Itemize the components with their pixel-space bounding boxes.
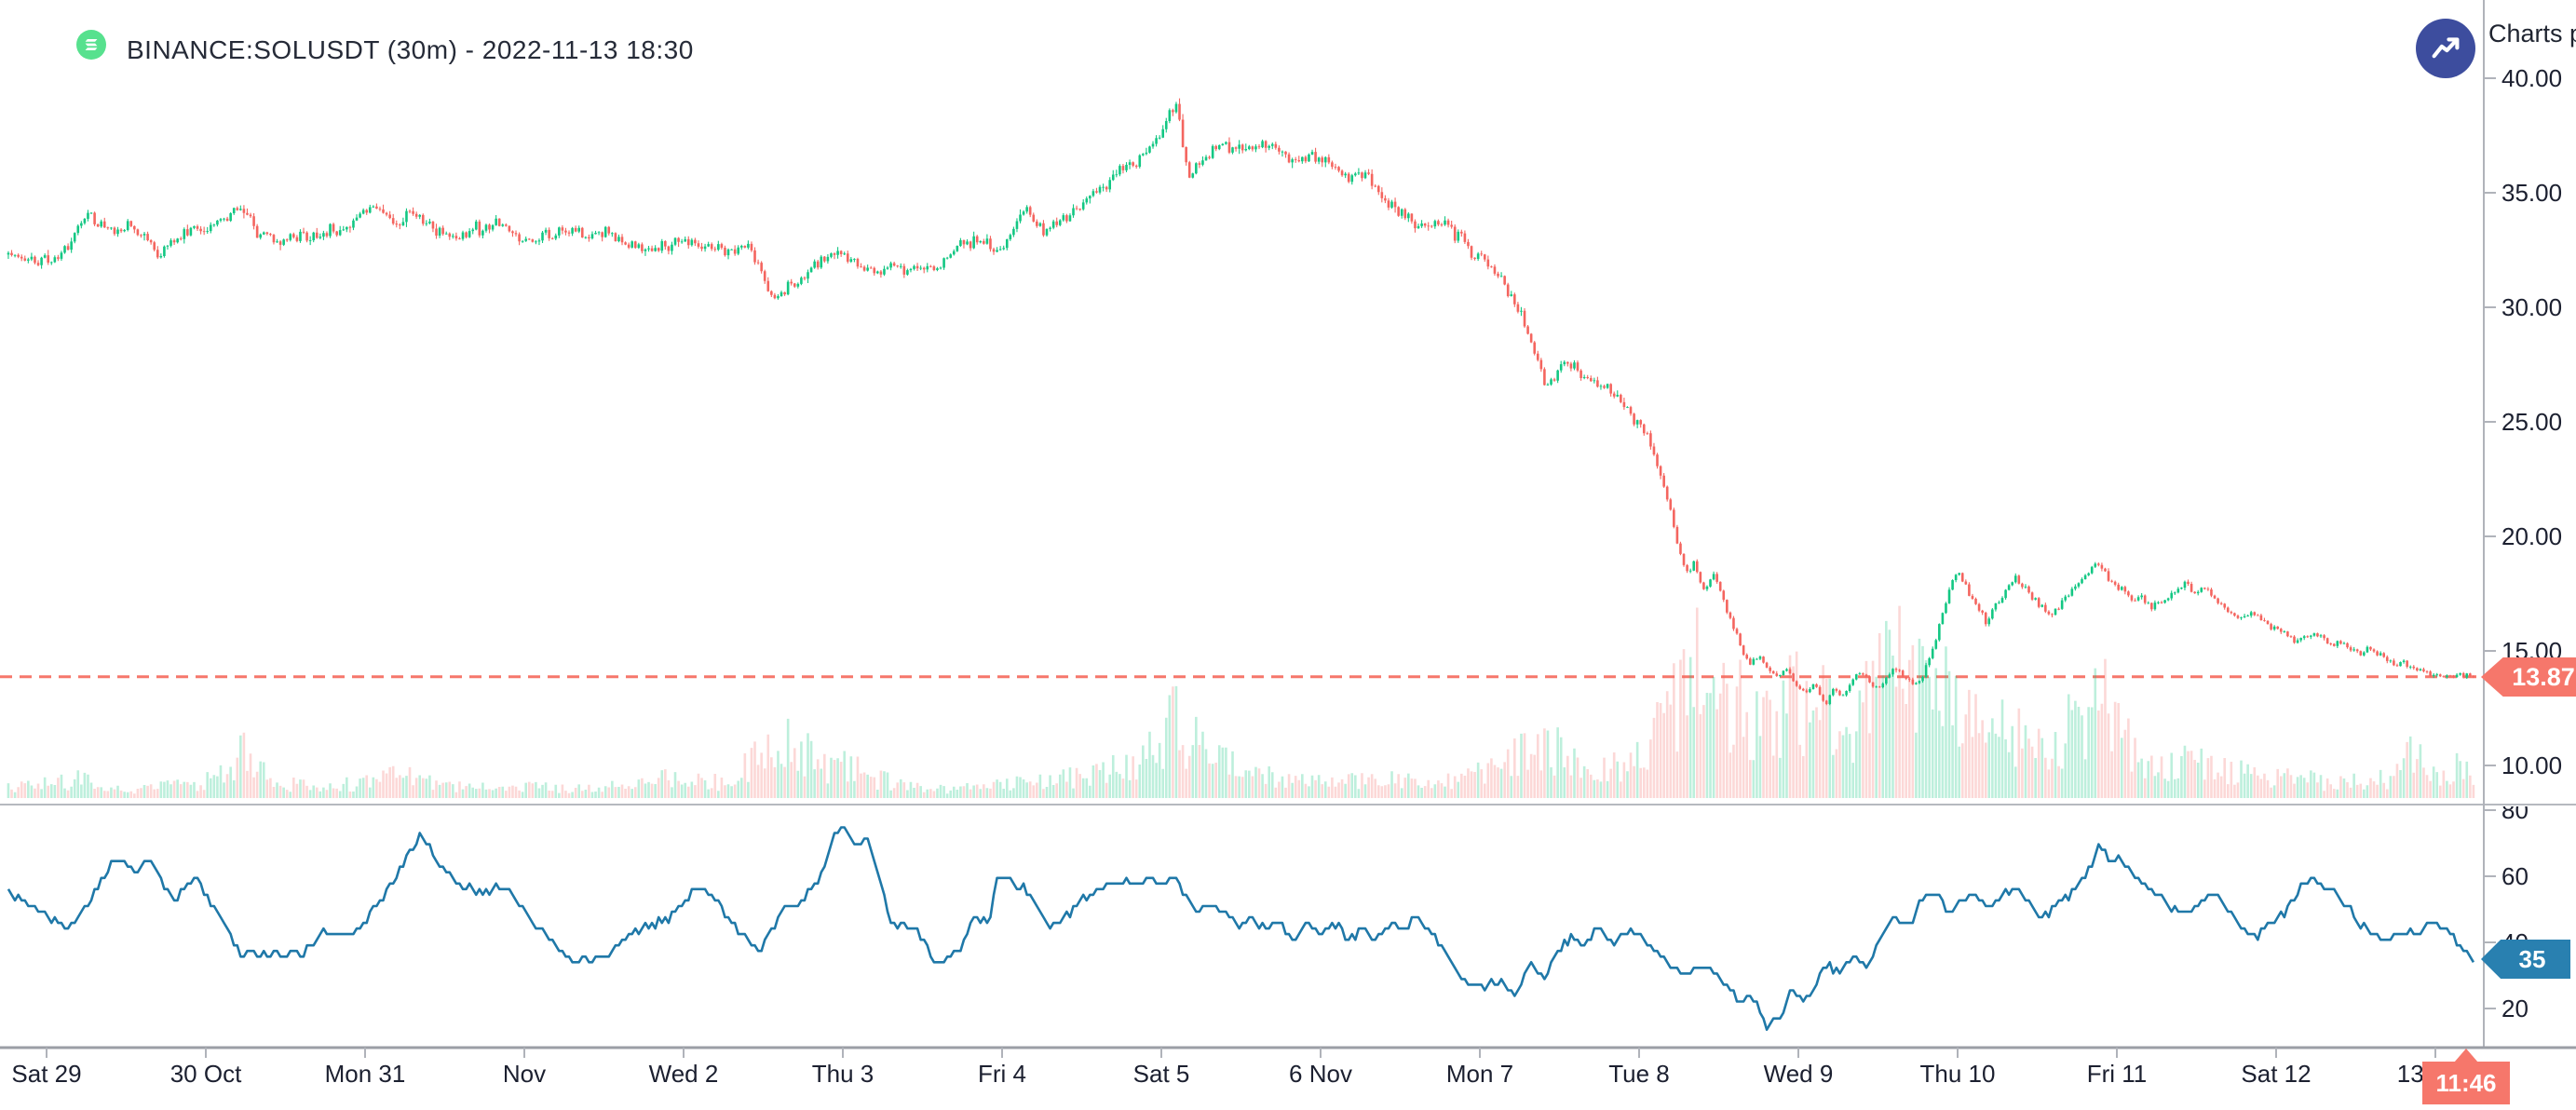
price-axis-label: 40.00 — [2501, 64, 2563, 92]
time-axis-label: Thu 10 — [1919, 1060, 1996, 1088]
rsi-value-badge: 35 — [2481, 940, 2570, 979]
time-axis-label: Tue 8 — [1608, 1060, 1670, 1088]
time-axis-label: Mon 31 — [324, 1060, 406, 1088]
time-axis-label: Wed 9 — [1763, 1060, 1834, 1088]
time-axis-label: Nov — [502, 1060, 547, 1088]
rsi-axis-label: 20 — [2501, 995, 2529, 1022]
last-price-badge: 13.87 — [2481, 657, 2576, 697]
time-axis-label: Fri 11 — [2086, 1060, 2148, 1088]
series-path — [7, 102, 2468, 706]
price-axis-label: 30.00 — [2501, 293, 2563, 321]
time-axis-label: Fri 4 — [978, 1060, 1026, 1088]
rsi-axis-label: 60 — [2501, 862, 2529, 890]
time-axis-label: Sat 5 — [1132, 1060, 1190, 1088]
time-axis-label: Thu 3 — [811, 1060, 874, 1088]
time-axis-label: Mon 7 — [1445, 1060, 1514, 1088]
price-axis-label: 35.00 — [2501, 179, 2563, 207]
time-axis-label: Sat 29 — [11, 1060, 82, 1088]
time-axis-label: 6 Nov — [1289, 1060, 1352, 1088]
chart-title: BINANCE:SOLUSDT (30m) - 2022-11-13 18:30 — [127, 35, 694, 64]
volume-bars — [7, 605, 2475, 798]
last-time-badge: 11:46 — [2422, 1062, 2510, 1104]
series-path — [7, 103, 2469, 705]
watermark-text: Charts p — [2488, 20, 2576, 47]
series-path — [10, 605, 2475, 798]
price-axis-label: 25.00 — [2501, 408, 2563, 436]
candles — [7, 98, 2475, 706]
axis-tick-marks — [46, 77, 2496, 1058]
time-axis-label: Wed 2 — [648, 1060, 719, 1088]
rsi-axis-label: 80 — [2501, 806, 2529, 824]
price-axis-label: 20.00 — [2501, 522, 2563, 550]
series-path — [10, 103, 2475, 705]
last-time-badge-arrow — [2454, 1049, 2478, 1063]
price-axis-label: 10.00 — [2501, 751, 2563, 779]
rsi-line — [7, 826, 2475, 1031]
time-axis-label: Sat 12 — [2241, 1060, 2312, 1088]
series-path — [10, 98, 2474, 706]
time-axis-label: 30 Oct — [169, 1060, 242, 1088]
rsi-axis-labels[interactable]: 80604020 — [2501, 806, 2576, 1049]
trending-up-icon[interactable] — [2416, 19, 2475, 78]
solana-logo-icon — [76, 30, 106, 60]
